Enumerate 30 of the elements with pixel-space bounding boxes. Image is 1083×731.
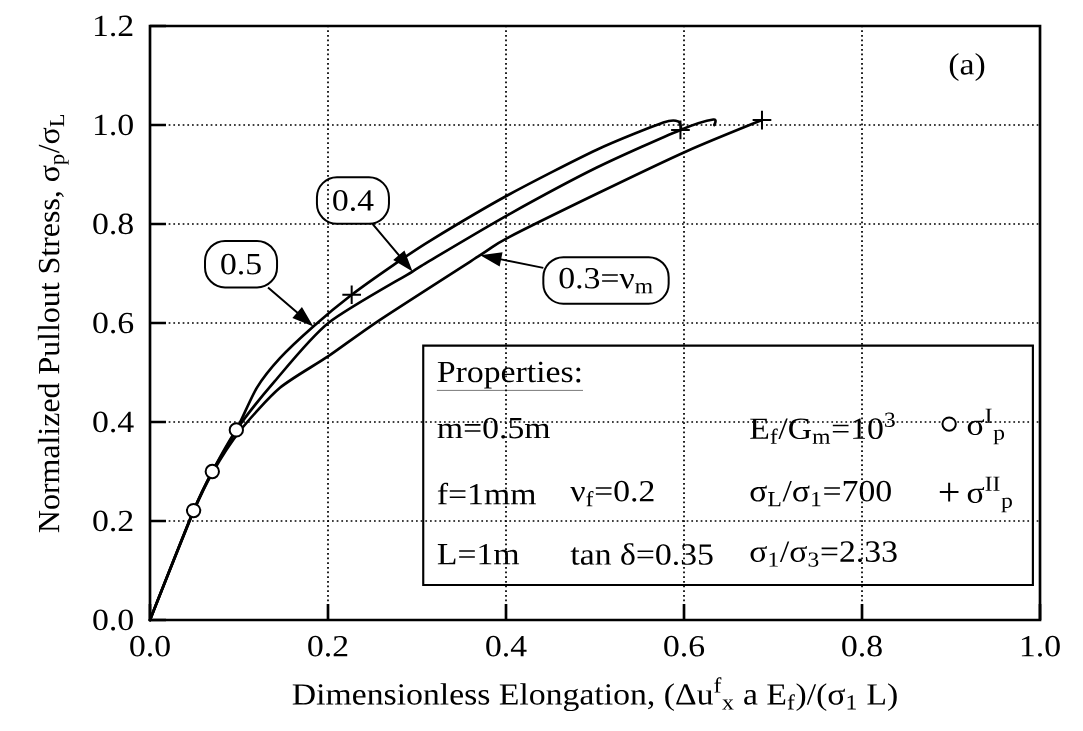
x-tick-label: 0.2 <box>308 635 348 657</box>
legend-label: σ$^{I}$p <box>967 408 1005 445</box>
x-tick-label: 0.4 <box>486 635 527 657</box>
y-tick-label: 0.8 <box>93 213 133 235</box>
annotation: tan δ=0.35 <box>570 543 713 565</box>
x-axis-title: Dimensionless Elongation, (Δu$^{f}$$_{x}$ a E$_{f}$)/(σ$_{1}$ L) <box>292 677 897 712</box>
y-tick-label: 1.2 <box>94 15 133 37</box>
y-tick-label: 0.2 <box>93 510 133 532</box>
annotation: 0.4 <box>333 190 374 211</box>
y-tick-label: 0.0 <box>93 609 133 631</box>
y-tick-label: 0.6 <box>93 312 134 334</box>
x-tick-label: 0.0 <box>130 635 170 657</box>
y-axis-title: Normalized Pullout Stress, σ$_{p}$/σ$_{L}$ <box>37 114 69 533</box>
annotation: m=0.5m <box>437 417 550 439</box>
x-tick-label: 1.0 <box>1021 635 1060 657</box>
x-tick-label: 0.8 <box>842 635 882 657</box>
annotation: (a) <box>949 53 985 81</box>
annotation: E$_{f}$/G$_{m}$=10$^{3}$ <box>750 412 895 444</box>
annotation: σ$_{1}$/σ$_{3}$=2.33 <box>750 541 897 567</box>
annotation: Properties: <box>437 361 581 389</box>
annotation: ν$_{f}$=0.2 <box>570 480 654 507</box>
annotation: 0.5 <box>221 253 261 275</box>
annotation: 0.3=ν$_{m}$ <box>559 267 653 294</box>
y-tick-label: 0.4 <box>93 411 134 433</box>
annotation: f=1mm <box>437 482 536 505</box>
annotation: σ$_{L}$/σ$_{1}$=700 <box>750 480 891 507</box>
y-tick-label: 1.0 <box>94 114 133 136</box>
x-tick-label: 0.6 <box>664 635 705 657</box>
annotation: L=1m <box>437 543 520 565</box>
legend-label: σ$^{II}$p <box>967 476 1012 513</box>
